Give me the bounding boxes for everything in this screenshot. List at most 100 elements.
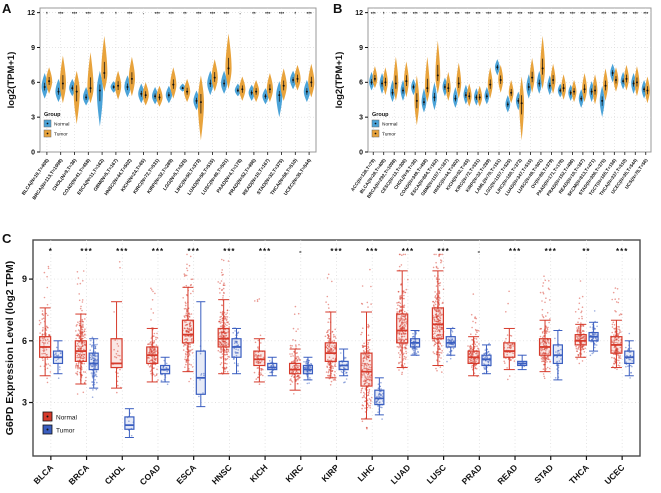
violin-pair (96, 35, 108, 127)
violin-median-dot (426, 87, 429, 90)
box (574, 334, 587, 346)
violin-median-dot (559, 89, 562, 92)
x-category-label: ESCA (174, 462, 198, 486)
panel-a-violin-chart: 036912log2(TPM+1)*BLCA(N=19,T=408)***BRC… (6, 7, 317, 201)
significance-marker: *** (413, 11, 418, 16)
violin-median-dot (223, 82, 226, 85)
x-category-label: LGG(N=5,T=525) (162, 157, 189, 192)
x-category-label: LUAD (389, 462, 413, 486)
violin-median-dot (305, 90, 308, 93)
violin-median-dot (635, 81, 638, 84)
x-category-label: KICH (248, 462, 270, 484)
legend: Group Normal Tumor (371, 112, 397, 138)
legend-item-label: Tumor (382, 132, 396, 138)
violin-median-dot (632, 82, 635, 85)
significance-marker: - (143, 11, 145, 16)
violin-median-dot (611, 72, 614, 75)
violin-median-dot (75, 90, 78, 93)
x-category-label: LIHC (356, 462, 377, 483)
violin-median-dot (443, 85, 446, 88)
significance-marker: *** (622, 11, 627, 16)
violin-pair (589, 74, 598, 105)
significance-marker: - (477, 247, 481, 256)
violin-median-dot (478, 96, 481, 99)
violin-pair (411, 75, 420, 126)
violin-pair (421, 56, 430, 113)
significance-marker: ** (582, 247, 590, 256)
box (374, 389, 385, 406)
legend-item-label: Normal (54, 122, 69, 128)
violin-pair (193, 75, 205, 141)
y-axis: 0 3 6 9 12 (355, 10, 368, 156)
violin-median-dot (464, 94, 467, 97)
significance-marker: *** (465, 11, 470, 16)
violin-median-dot (48, 80, 51, 83)
x-category-label: CHOL(N=9,T=36) (51, 157, 78, 192)
box (181, 319, 195, 344)
legend-item-label: Normal (56, 415, 78, 422)
significance-marker: *** (259, 247, 271, 256)
violin-median-dot (590, 90, 593, 93)
significance-marker: *** (223, 247, 235, 256)
violin-pair (124, 56, 136, 98)
violin-pair (610, 63, 619, 92)
violin-median-dot (98, 89, 101, 92)
y-tick-label: 9 (31, 45, 35, 52)
violin-median-dot (199, 101, 202, 104)
violin-pair (303, 63, 315, 103)
significance-marker: *** (612, 11, 617, 16)
gridlines (33, 240, 640, 456)
violin-pair (110, 70, 122, 100)
violin-pair (41, 67, 53, 99)
significance-marker: *** (601, 11, 606, 16)
y-tick-label: 0 (359, 149, 363, 156)
significance-marker: *** (528, 11, 533, 16)
y-axis: 0 3 6 9 12 (27, 10, 40, 156)
violin-median-dot (213, 76, 216, 79)
violin-median-dot (422, 101, 425, 104)
violin-median-dot (71, 87, 74, 90)
violin-median-dot (496, 66, 499, 69)
box (552, 344, 563, 365)
significance-marker: *** (330, 247, 342, 256)
violin-median-dot (158, 96, 161, 99)
plot-border (39, 7, 317, 153)
significance-marker: *** (58, 11, 64, 16)
violin-pair (453, 62, 462, 108)
violin-median-dot (296, 77, 299, 80)
violin-median-dot (43, 85, 46, 88)
violin-median-dot (457, 82, 460, 85)
violin-median-dot (126, 85, 129, 88)
violin-pair (369, 66, 378, 91)
x-category-label: KIRC (283, 462, 305, 484)
violin-pair (55, 55, 67, 104)
violin-pair (515, 76, 525, 141)
significance-marker: *** (402, 11, 407, 16)
legend-item-label: Normal (382, 122, 397, 128)
box (88, 352, 99, 371)
legend: Group Normal Tumor (43, 112, 69, 138)
violin-median-dot (538, 82, 541, 85)
y-tick-label: 6 (22, 336, 27, 346)
violin-pair (599, 68, 608, 118)
significance-marker: *** (633, 11, 638, 16)
x-category-label: PAAD(N=4,T=178) (216, 157, 244, 194)
x-category-label: BLCA (32, 462, 56, 486)
violin-median-dot (580, 97, 583, 100)
violin-median-dot (250, 91, 253, 94)
panel-c-boxplot-chart: 3 6 9 G6PD Expression Level (log2 TPM) * BLCA… (4, 239, 641, 487)
box (396, 313, 409, 344)
violin-median-dot (594, 89, 597, 92)
legend-item-label: Tumor (54, 132, 68, 138)
panel-b-letter: B (333, 1, 343, 16)
significance-marker: *** (127, 11, 133, 16)
violin-median-dot (415, 99, 418, 102)
violin-median-dot (85, 96, 88, 99)
violin-median-dot (489, 83, 492, 86)
violin-pair (248, 80, 260, 103)
violin-pair (276, 68, 287, 118)
violin-median-dot (562, 87, 565, 90)
x-category-label: GBM(N=5,T=167) (93, 157, 120, 192)
box (124, 416, 135, 430)
violin-median-dot (89, 87, 92, 90)
